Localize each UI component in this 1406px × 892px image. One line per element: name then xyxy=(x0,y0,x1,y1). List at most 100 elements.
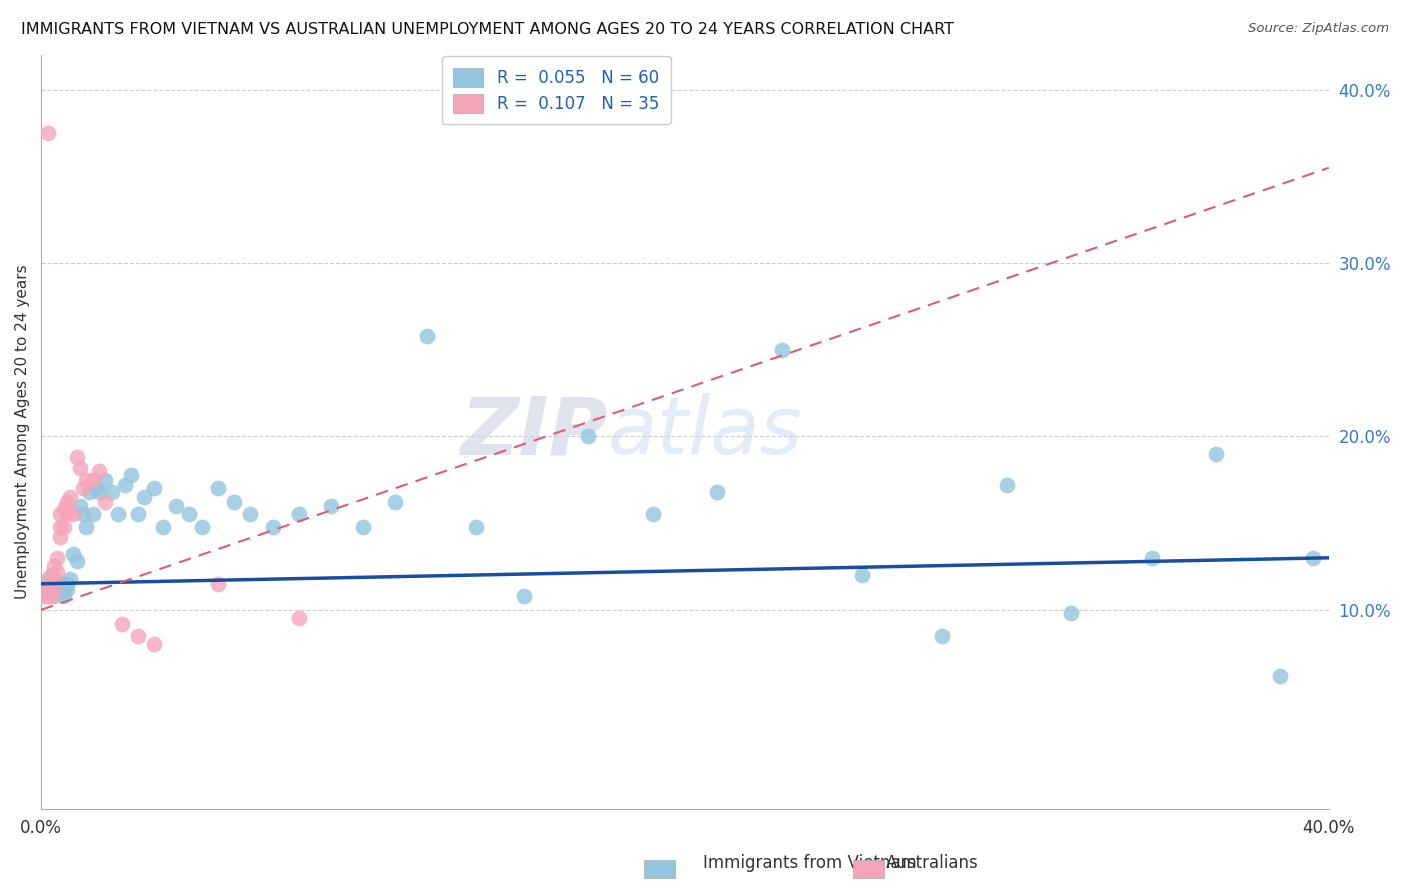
Point xyxy=(42,559,65,574)
Point xyxy=(37,126,59,140)
Point xyxy=(56,582,79,596)
Point xyxy=(62,547,84,561)
Point xyxy=(120,467,142,482)
Point xyxy=(59,572,82,586)
Point xyxy=(52,580,75,594)
Point xyxy=(1270,668,1292,682)
Y-axis label: Unemployment Among Ages 20 to 24 years: Unemployment Among Ages 20 to 24 years xyxy=(15,265,30,599)
Text: atlas: atlas xyxy=(607,393,803,471)
Point xyxy=(207,482,229,496)
Point xyxy=(142,482,165,496)
Point xyxy=(34,576,56,591)
Point xyxy=(65,450,87,465)
Point xyxy=(287,508,309,522)
Point xyxy=(65,554,87,568)
Point xyxy=(1302,550,1324,565)
Point xyxy=(34,582,56,596)
Point xyxy=(706,485,728,500)
Point xyxy=(37,576,59,591)
Point xyxy=(513,589,536,603)
Point xyxy=(39,585,62,599)
Point xyxy=(641,508,664,522)
Point xyxy=(52,502,75,516)
Point xyxy=(39,589,62,603)
Point xyxy=(179,508,201,522)
Point xyxy=(94,473,117,487)
Text: IMMIGRANTS FROM VIETNAM VS AUSTRALIAN UNEMPLOYMENT AMONG AGES 20 TO 24 YEARS COR: IMMIGRANTS FROM VIETNAM VS AUSTRALIAN UN… xyxy=(21,22,955,37)
Point xyxy=(59,490,82,504)
Point xyxy=(49,530,72,544)
Point xyxy=(352,519,374,533)
Point xyxy=(52,519,75,533)
Point xyxy=(34,589,56,603)
Point xyxy=(82,473,104,487)
Point xyxy=(191,519,214,533)
Point xyxy=(42,589,65,603)
Point xyxy=(49,585,72,599)
Point xyxy=(931,629,953,643)
Point xyxy=(69,499,91,513)
Text: ZIP: ZIP xyxy=(460,393,607,471)
Point xyxy=(94,495,117,509)
Point xyxy=(39,576,62,591)
Point xyxy=(87,485,110,500)
Point xyxy=(770,343,793,357)
Point xyxy=(127,629,149,643)
Text: Source: ZipAtlas.com: Source: ZipAtlas.com xyxy=(1249,22,1389,36)
Point xyxy=(127,508,149,522)
Point xyxy=(52,589,75,603)
Point xyxy=(56,508,79,522)
Point xyxy=(79,485,101,500)
Point xyxy=(46,550,69,565)
Point xyxy=(42,572,65,586)
Point xyxy=(56,576,79,591)
Point xyxy=(46,565,69,579)
Point xyxy=(46,576,69,591)
Point xyxy=(72,508,94,522)
Point xyxy=(142,638,165,652)
Point xyxy=(37,589,59,603)
Point xyxy=(49,575,72,590)
Point xyxy=(42,578,65,592)
Point xyxy=(62,508,84,522)
Point xyxy=(1060,607,1083,621)
Point xyxy=(84,482,107,496)
Point xyxy=(995,478,1018,492)
Point xyxy=(75,473,97,487)
Point xyxy=(1205,447,1227,461)
Point xyxy=(239,508,262,522)
Point xyxy=(134,490,156,504)
Point xyxy=(46,582,69,596)
Point xyxy=(114,478,136,492)
Point xyxy=(101,485,124,500)
Point xyxy=(107,508,129,522)
Point xyxy=(56,495,79,509)
Point xyxy=(384,495,406,509)
Point xyxy=(416,329,439,343)
Point xyxy=(39,568,62,582)
Point xyxy=(39,575,62,590)
Point xyxy=(464,519,486,533)
Point xyxy=(207,576,229,591)
Point xyxy=(287,611,309,625)
Point xyxy=(110,616,132,631)
Point xyxy=(37,572,59,586)
Point xyxy=(82,508,104,522)
Point xyxy=(165,499,187,513)
Point xyxy=(37,582,59,596)
Point xyxy=(319,499,342,513)
Text: Australians: Australians xyxy=(886,855,979,872)
Point xyxy=(851,568,873,582)
Point xyxy=(42,582,65,596)
Text: Immigrants from Vietnam: Immigrants from Vietnam xyxy=(703,855,917,872)
Legend: R =  0.055   N = 60, R =  0.107   N = 35: R = 0.055 N = 60, R = 0.107 N = 35 xyxy=(441,56,671,124)
Point xyxy=(34,576,56,591)
Point xyxy=(75,519,97,533)
Point xyxy=(262,519,284,533)
Point xyxy=(152,519,174,533)
Point xyxy=(49,519,72,533)
Point xyxy=(69,460,91,475)
Point xyxy=(72,482,94,496)
Point xyxy=(49,508,72,522)
Point xyxy=(1140,550,1163,565)
